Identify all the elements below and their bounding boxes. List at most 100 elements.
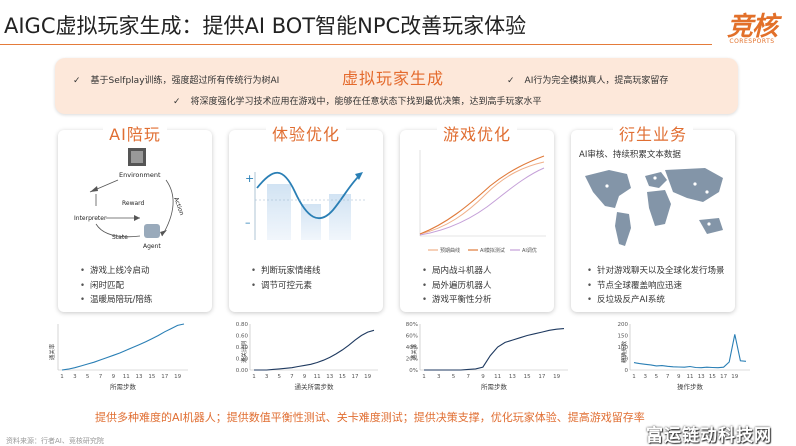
- banner-center-title: 虚拟玩家生成: [342, 69, 445, 88]
- state-arrow-2: [95, 223, 141, 238]
- chart-xtick: 15: [524, 374, 531, 380]
- label-reward: Reward: [122, 200, 145, 207]
- chart-xtick: 19: [731, 374, 738, 380]
- legend-3: AI调优: [522, 247, 537, 254]
- chart-ylabel: 精确步数: [620, 341, 628, 364]
- chart-xtick: 3: [437, 374, 441, 380]
- chart-ytick: 0.20: [236, 357, 249, 363]
- chart-ytick: 60%: [406, 334, 418, 340]
- check-icon: ✓: [73, 76, 81, 86]
- chart-ytick: 100: [618, 345, 629, 351]
- axis-plus: +: [245, 172, 254, 185]
- bullet-list: 针对游戏聊天以及全球化发行场景 节点全球覆盖响应迅速 反垃圾反产AI系统: [587, 264, 725, 308]
- chart-ytick: 0: [625, 368, 629, 374]
- map-node: [705, 190, 709, 194]
- brand-logo: 竞核 CORESPORTS: [716, 14, 788, 48]
- chart-xlabel: 所需步数: [481, 382, 508, 391]
- map-node: [653, 176, 657, 180]
- chart-xtick: 19: [364, 374, 371, 380]
- map-node: [605, 184, 609, 188]
- south-america-shape: [615, 212, 631, 246]
- chart-xtick: 19: [553, 374, 560, 380]
- chart-series-line: [424, 328, 565, 371]
- chart-ytick: 0%: [409, 368, 418, 374]
- chart-xtick: 3: [73, 374, 77, 380]
- list-item: 反垃圾反产AI系统: [587, 293, 725, 308]
- chart-xlabel: 通关所需步数: [295, 382, 335, 391]
- bullet-list: 局内战斗机器人 局外遍历机器人 游戏平衡性分析: [422, 264, 492, 308]
- series-ai-sim: [419, 155, 545, 235]
- europe-shape: [645, 172, 667, 188]
- title-divider: [0, 44, 712, 45]
- chart-xtick: 11: [314, 374, 321, 380]
- emotion-arrowhead: [355, 172, 363, 180]
- legend-2: AI模拟测试: [480, 247, 505, 254]
- chart-xtick: 9: [303, 374, 307, 380]
- emotion-curve: + –: [245, 171, 367, 240]
- chart-xtick: 13: [698, 374, 705, 380]
- chart-series-line: [61, 323, 185, 371]
- rl-loop-diagram: Environment Action Reward Interpreter St…: [74, 148, 185, 250]
- feature-banner: ✓ 基于Selfplay训练，强度超过所有传统行为树AI 虚拟玩家生成 ✓ AI行为…: [55, 58, 738, 114]
- chart-xlabel: 所需步数: [110, 382, 137, 391]
- chart-xtick: 13: [136, 374, 143, 380]
- chart-ytick: 0.60: [236, 334, 249, 340]
- chart-ylabel: 通关率: [410, 343, 418, 360]
- chart-xtick: 17: [352, 374, 359, 380]
- chart-ytick: 0.40: [236, 345, 249, 351]
- list-item: 调节可控元素: [251, 279, 321, 294]
- chart-ytick: 0.00: [236, 368, 249, 374]
- bg-bar-2: [301, 204, 321, 240]
- chart-ytick: 20%: [406, 357, 418, 363]
- bg-bar-1: [267, 184, 291, 240]
- chart-ytick: 0.80: [236, 322, 249, 328]
- chart-xtick: 5: [278, 374, 282, 380]
- emotion-line: [256, 171, 360, 220]
- environment-icon-inner: [131, 151, 143, 163]
- card-title: AI陪玩: [103, 121, 167, 145]
- chart-xtick: 7: [466, 374, 470, 380]
- card-ai-companion: AI陪玩 Environment Action Reward Interpret…: [58, 121, 212, 312]
- action-arrowhead: [160, 230, 167, 236]
- chart-ytick: 40%: [406, 345, 418, 351]
- list-item: 判断玩家情绪线: [251, 264, 321, 279]
- reward-arrowhead: [90, 186, 98, 192]
- check-icon: ✓: [507, 76, 515, 86]
- list-item: 局内战斗机器人: [422, 264, 492, 279]
- chart-xtick: 1: [252, 374, 256, 380]
- chart-xtick: 9: [112, 374, 116, 380]
- map-node: [707, 222, 711, 226]
- chart-xtick: 11: [123, 374, 130, 380]
- chart-xlabel: 操作步数: [677, 382, 704, 391]
- label-state: State: [112, 234, 128, 241]
- chart-xtick: 11: [687, 374, 694, 380]
- chart-xtick: 7: [99, 374, 103, 380]
- chart-xtick: 17: [720, 374, 727, 380]
- chart-xtick: 17: [538, 374, 545, 380]
- state-arrowhead: [134, 215, 140, 221]
- card-title: 衍生业务: [612, 121, 693, 145]
- series-ai-tune: [419, 167, 545, 236]
- chart-xtick: 15: [148, 374, 155, 380]
- chart-xtick: 15: [339, 374, 346, 380]
- chart-ytick: 200: [618, 322, 629, 328]
- axis-minus: –: [245, 216, 251, 229]
- watermark: 富运链动科技网: [646, 426, 772, 446]
- list-item: 针对游戏聊天以及全球化发行场景: [587, 264, 725, 279]
- card-title: 体验优化: [265, 121, 346, 145]
- chart-xtick: 13: [509, 374, 516, 380]
- source-note: 资料来源：行者AI、竞核研究院: [6, 437, 104, 445]
- list-item: 游戏平衡性分析: [422, 293, 492, 308]
- chart-ytick: 80%: [406, 322, 418, 328]
- chart-series-line: [633, 334, 747, 369]
- card-experience: 体验优化 + – 判断玩家情绪线 调节可控元素: [229, 121, 383, 312]
- chart-xtick: 19: [174, 374, 181, 380]
- chart-xtick: 9: [677, 374, 681, 380]
- list-item: 闲时匹配: [80, 279, 152, 294]
- north-america-shape: [585, 170, 631, 208]
- list-item: 节点全球覆盖响应迅速: [587, 279, 725, 294]
